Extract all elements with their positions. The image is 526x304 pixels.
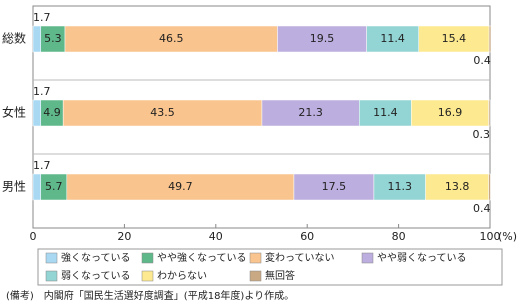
bar-segment bbox=[488, 25, 492, 53]
bar-segment bbox=[40, 173, 68, 201]
data-label: 13.8 bbox=[445, 180, 470, 193]
x-tick-label: 60 bbox=[300, 230, 314, 243]
data-label: 19.5 bbox=[310, 32, 335, 45]
legend-swatch bbox=[141, 270, 154, 282]
data-label: 1.7 bbox=[33, 11, 51, 24]
data-label: 5.3 bbox=[44, 32, 62, 45]
legend-frame bbox=[37, 248, 503, 286]
bar-segment bbox=[293, 173, 375, 201]
x-tick-label: 40 bbox=[209, 230, 223, 243]
legend-label: 変わっていない bbox=[265, 251, 335, 264]
x-tick-label: 0 bbox=[30, 230, 37, 243]
category-label: 総数 bbox=[2, 31, 26, 46]
data-label: 0.4 bbox=[473, 54, 491, 67]
data-label: 11.4 bbox=[373, 106, 398, 119]
legend-label: やや強くなっている bbox=[157, 251, 247, 264]
data-label: 43.5 bbox=[150, 106, 175, 119]
legend-label: 弱くなっている bbox=[61, 270, 131, 282]
bar-segment bbox=[32, 173, 42, 201]
x-tick-label: 20 bbox=[117, 230, 131, 243]
data-label: 15.4 bbox=[442, 32, 467, 45]
data-label: 49.7 bbox=[168, 180, 193, 193]
category-label: 女性 bbox=[2, 105, 26, 120]
bar-segment bbox=[488, 173, 491, 201]
data-label: 46.5 bbox=[159, 32, 184, 45]
legend-label: わからない bbox=[157, 270, 207, 282]
legend-label: 無回答 bbox=[265, 269, 295, 282]
data-label: 21.3 bbox=[298, 106, 323, 119]
bar-segment bbox=[62, 99, 263, 127]
legend-label: 強くなっている bbox=[61, 251, 131, 264]
data-label: 11.4 bbox=[380, 32, 405, 45]
bar-segment bbox=[425, 173, 489, 201]
legend-label: やや弱くなっている bbox=[377, 252, 467, 264]
bar-segment bbox=[66, 173, 295, 201]
bar-segment bbox=[64, 25, 278, 53]
x-axis-label: (%) bbox=[498, 230, 517, 243]
legend-swatch bbox=[45, 270, 58, 282]
data-label: 4.9 bbox=[43, 106, 61, 119]
bar-segment bbox=[32, 25, 42, 53]
bar-segment bbox=[277, 25, 367, 53]
category-label: 男性 bbox=[2, 180, 26, 194]
bar-segment bbox=[411, 99, 489, 127]
legend-swatch bbox=[141, 252, 154, 264]
data-label: 5.7 bbox=[45, 180, 63, 193]
data-label: 0.3 bbox=[473, 128, 491, 141]
bar-segment bbox=[32, 99, 42, 127]
x-tick-label: 80 bbox=[392, 230, 406, 243]
legend-swatch bbox=[361, 252, 374, 264]
bar-segment bbox=[418, 25, 490, 53]
data-label: 17.5 bbox=[322, 180, 347, 193]
data-label: 0.4 bbox=[473, 202, 491, 215]
data-label: 1.7 bbox=[33, 85, 51, 98]
bar-segment bbox=[261, 99, 360, 127]
legend-swatch bbox=[45, 252, 58, 264]
x-tick-label: 100 bbox=[480, 230, 501, 243]
source-note: (備考) 内閣府「国民生活選好度調査」(平成18年度)より作成。 bbox=[6, 289, 294, 302]
legend-swatch bbox=[249, 270, 262, 282]
bar-segment bbox=[373, 173, 426, 201]
bar-segment bbox=[366, 25, 419, 53]
data-label: 1.7 bbox=[33, 159, 51, 172]
bar-segment bbox=[488, 99, 491, 127]
legend-swatch bbox=[249, 252, 262, 264]
data-label: 11.3 bbox=[387, 180, 412, 193]
data-label: 16.9 bbox=[438, 106, 463, 119]
